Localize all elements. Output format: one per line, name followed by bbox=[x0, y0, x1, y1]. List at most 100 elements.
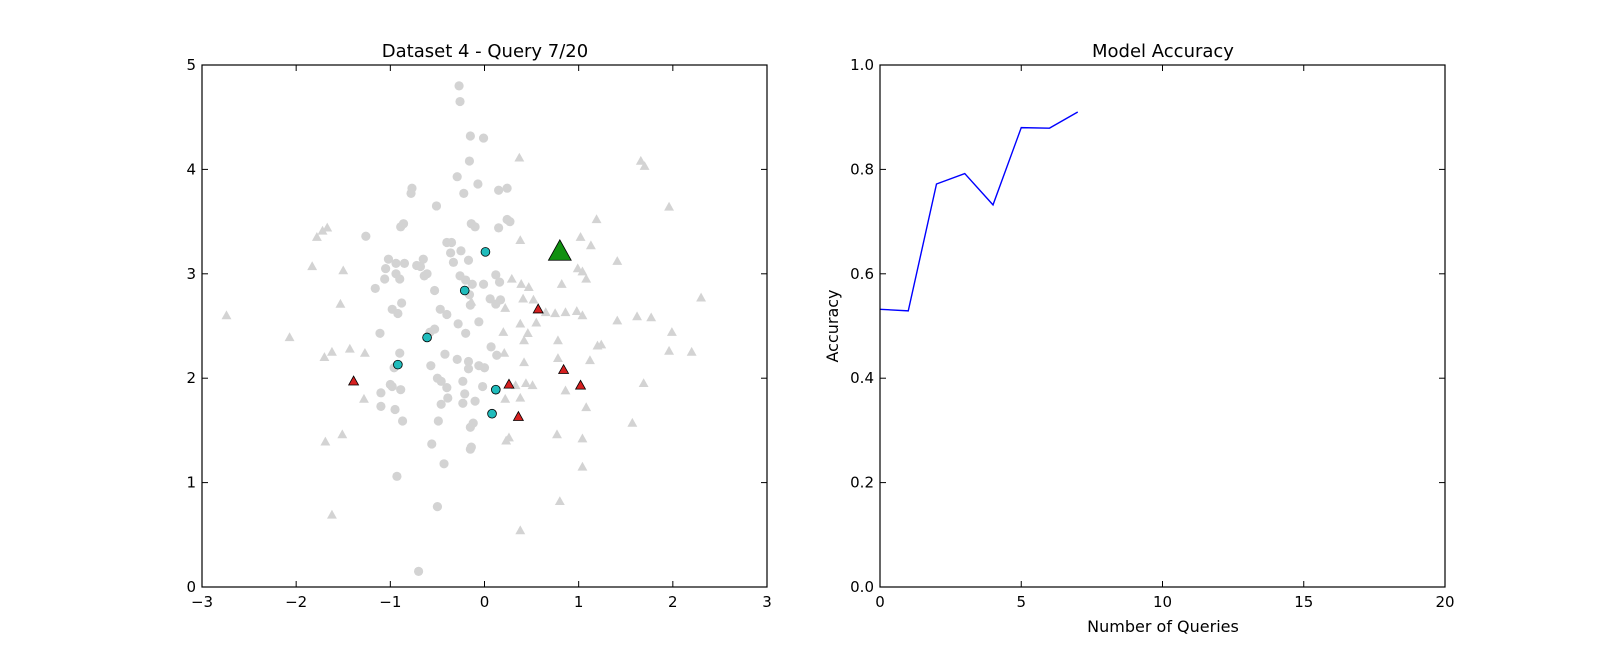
background-triangle-point bbox=[327, 509, 337, 519]
background-triangle-point bbox=[311, 232, 322, 241]
background-triangle-point bbox=[518, 293, 529, 303]
background-triangle-point bbox=[344, 343, 355, 353]
scatter-xtick-label: −2 bbox=[285, 593, 307, 611]
background-circle-point bbox=[458, 398, 468, 408]
accuracy-line bbox=[879, 111, 1079, 312]
background-triangle-point bbox=[520, 378, 531, 388]
accuracy-plot-panel: Model Accuracy 0 5 10 15 20 0.0 0.2 0.4 0.6 0.8 1.… bbox=[823, 41, 1455, 636]
background-triangle-point bbox=[560, 385, 571, 395]
background-circle-point bbox=[491, 270, 501, 280]
background-circle-point bbox=[464, 156, 475, 166]
accuracy-series-layer bbox=[879, 111, 1079, 312]
background-triangle-point bbox=[359, 347, 370, 357]
background-triangle-point bbox=[338, 265, 349, 275]
background-triangle-point bbox=[550, 308, 561, 318]
background-circle-point bbox=[397, 298, 407, 308]
labeled-triangle-point bbox=[347, 375, 360, 386]
accuracy-xtick-label: 20 bbox=[1435, 593, 1454, 611]
background-circle-point bbox=[442, 382, 452, 393]
background-triangle-point bbox=[514, 152, 525, 162]
background-circle-point bbox=[426, 361, 436, 371]
background-triangle-point bbox=[307, 261, 318, 271]
background-circle-point bbox=[376, 401, 386, 411]
accuracy-ytick-label: 1.0 bbox=[850, 56, 874, 74]
background-triangle-point bbox=[575, 232, 586, 241]
background-circle-point bbox=[460, 389, 470, 399]
background-circle-point bbox=[397, 416, 408, 426]
background-circle-point bbox=[396, 385, 406, 395]
labeled-circle-point bbox=[422, 332, 432, 343]
background-triangle-point bbox=[523, 282, 534, 292]
scatter-ytick-label: 4 bbox=[186, 160, 196, 178]
background-triangle-point bbox=[577, 433, 588, 443]
accuracy-ytick-label: 0.2 bbox=[850, 474, 874, 492]
background-triangle-point bbox=[327, 346, 337, 356]
background-circle-point bbox=[429, 324, 440, 334]
background-triangle-point bbox=[585, 240, 596, 250]
labeled-circle-point bbox=[490, 384, 501, 395]
background-triangle-point bbox=[319, 352, 330, 361]
background-triangle-point bbox=[498, 327, 509, 336]
background-circle-point bbox=[446, 237, 457, 248]
background-circle-point bbox=[412, 260, 422, 271]
background-circle-point bbox=[422, 269, 432, 279]
background-circle-point bbox=[436, 376, 446, 386]
background-circle-point bbox=[492, 350, 502, 360]
background-circle-point bbox=[463, 364, 474, 374]
scatter-xtick-label: −1 bbox=[379, 593, 401, 611]
accuracy-plot-frame bbox=[879, 64, 1446, 588]
accuracy-ytick-label: 0.0 bbox=[850, 578, 874, 596]
accuracy-y-axis-label: Accuracy bbox=[823, 289, 842, 362]
background-circle-point bbox=[459, 188, 469, 199]
background-triangle-point bbox=[577, 266, 588, 276]
background-circle-point bbox=[429, 285, 440, 296]
background-circle-point bbox=[463, 356, 474, 367]
background-circle-point bbox=[440, 349, 450, 359]
background-triangle-point bbox=[519, 335, 529, 345]
background-triangle-point bbox=[686, 346, 697, 356]
labeled-circle-point bbox=[393, 359, 403, 370]
scatter-xtick-label: 0 bbox=[480, 593, 490, 611]
background-triangle-point bbox=[322, 222, 333, 232]
accuracy-ytick-label: 0.6 bbox=[850, 265, 874, 283]
background-triangle-point bbox=[221, 310, 232, 320]
background-circle-point bbox=[486, 342, 496, 352]
background-triangle-point bbox=[466, 296, 477, 306]
background-circle-point bbox=[431, 201, 442, 211]
background-circle-point bbox=[448, 257, 459, 267]
background-triangle-point bbox=[646, 312, 657, 322]
scatter-ytick-label: 2 bbox=[186, 369, 196, 387]
background-circle-point bbox=[478, 133, 489, 143]
background-triangle-point bbox=[500, 393, 511, 403]
scatter-ytick-label: 1 bbox=[186, 474, 196, 492]
background-circle-point bbox=[395, 348, 405, 358]
background-triangle-point bbox=[596, 339, 607, 349]
accuracy-xtick-label: 5 bbox=[1016, 593, 1026, 611]
background-triangle-point bbox=[577, 461, 588, 471]
background-circle-point bbox=[456, 246, 466, 256]
background-triangle-point bbox=[522, 328, 533, 337]
background-triangle-point bbox=[515, 318, 526, 328]
scatter-ytick-label: 0 bbox=[186, 578, 196, 596]
scatter-xtick-label: 2 bbox=[668, 593, 678, 611]
accuracy-plot-title: Model Accuracy bbox=[1092, 41, 1234, 62]
scatter-ytick-label: 5 bbox=[186, 56, 196, 74]
background-circle-point bbox=[390, 404, 400, 415]
background-triangle-point bbox=[553, 335, 563, 345]
accuracy-xtick-label: 0 bbox=[875, 593, 885, 611]
background-triangle-point bbox=[359, 393, 369, 403]
background-triangle-point bbox=[581, 402, 592, 412]
background-circle-point bbox=[433, 416, 443, 426]
background-triangle-point bbox=[540, 307, 551, 317]
labeled-triangle-point bbox=[503, 378, 515, 389]
background-circle-point bbox=[454, 81, 464, 91]
background-circle-point bbox=[376, 388, 386, 398]
background-circle-point bbox=[399, 258, 410, 268]
background-circle-point bbox=[458, 376, 468, 386]
background-circle-point bbox=[381, 263, 391, 274]
background-circle-point bbox=[494, 223, 504, 233]
background-triangle-point bbox=[572, 263, 583, 273]
background-triangle-point bbox=[556, 279, 567, 288]
background-triangle-point bbox=[519, 357, 529, 367]
background-circle-point bbox=[468, 418, 478, 428]
